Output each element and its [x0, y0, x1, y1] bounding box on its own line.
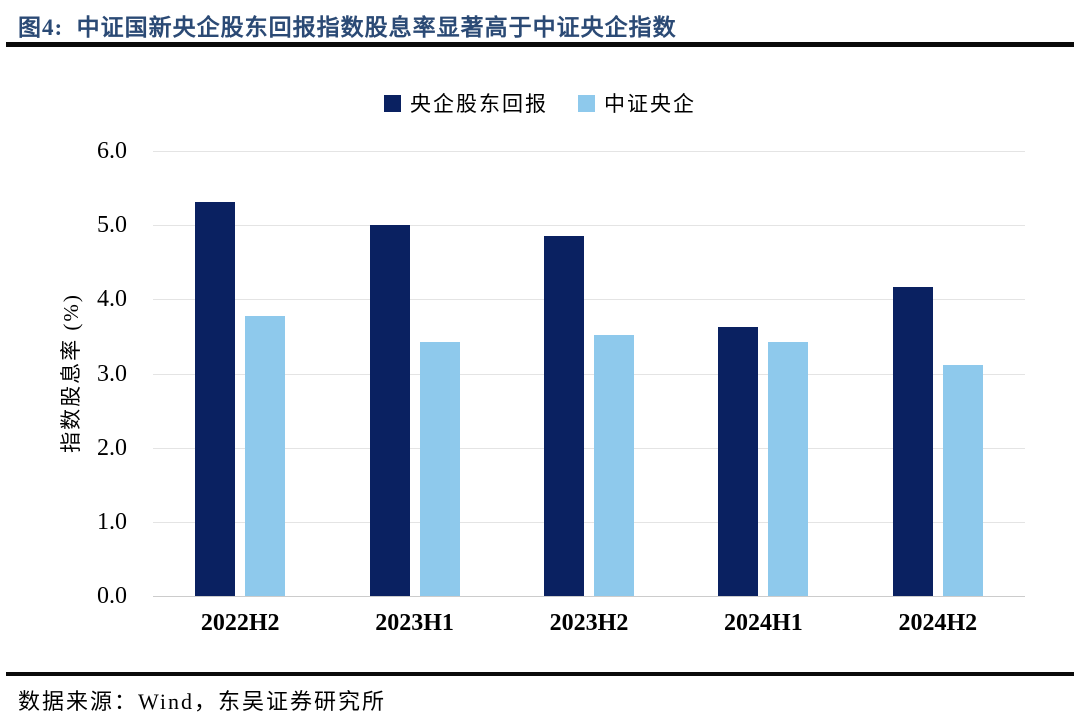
y-axis-tick-label: 3.0	[97, 360, 127, 387]
y-axis-tick-label: 5.0	[97, 212, 127, 239]
footer-divider	[6, 672, 1074, 676]
gridline	[153, 299, 1025, 301]
gridline	[153, 151, 1025, 152]
bar-primary-2023H2	[544, 235, 584, 596]
chart-legend: 央企股东回报 中证央企	[0, 88, 1080, 118]
bar-secondary-2024H1	[768, 341, 809, 596]
gridline	[153, 521, 1025, 523]
legend-swatch-icon	[578, 94, 595, 112]
data-source: 数据来源：Wind，东吴证券研究所	[18, 689, 386, 714]
gridline	[153, 447, 1025, 449]
bar-primary-2024H1	[718, 326, 759, 596]
legend-label: 中证央企	[604, 92, 696, 116]
bar-secondary-2024H2	[942, 364, 983, 596]
y-axis-tick-label: 2.0	[97, 434, 127, 461]
bar-primary-2023H1	[369, 225, 410, 596]
legend-label: 央企股东回报	[410, 92, 548, 116]
x-axis-label: 2023H1	[375, 610, 454, 636]
bar-secondary-2023H1	[419, 341, 460, 596]
gridline	[153, 225, 1025, 227]
y-axis-tick-label: 6.0	[97, 138, 127, 164]
bar-chart-plot-area: 0.0 1.0 2.0 3.0 4.0 5.0 6.0 2022H2 2023H1 2023H2 2…	[97, 139, 1025, 636]
legend-swatch-icon	[384, 94, 401, 112]
legend-item: 中证央企	[578, 88, 696, 118]
legend-item: 央企股东回报	[384, 88, 548, 118]
figure-title: 图4: 中证国新央企股东回报指数股息率显著高于中证央企指数	[18, 15, 677, 40]
bar-secondary-2023H2	[594, 334, 634, 596]
bar-primary-2024H2	[892, 286, 933, 596]
bar-secondary-2022H2	[245, 316, 286, 596]
x-axis-baseline	[153, 596, 1025, 597]
x-axis-label: 2023H2	[549, 610, 629, 636]
y-axis-tick-label: 1.0	[97, 508, 127, 535]
x-axis-label: 2024H1	[724, 610, 803, 636]
x-axis-label: 2022H2	[200, 610, 280, 636]
gridline	[153, 373, 1025, 375]
y-axis-tick-label: 4.0	[97, 286, 127, 313]
bar-primary-2022H2	[195, 202, 236, 596]
title-divider	[6, 42, 1074, 47]
y-axis-tick-label: 0.0	[97, 583, 127, 609]
x-axis-label: 2024H2	[898, 610, 978, 636]
